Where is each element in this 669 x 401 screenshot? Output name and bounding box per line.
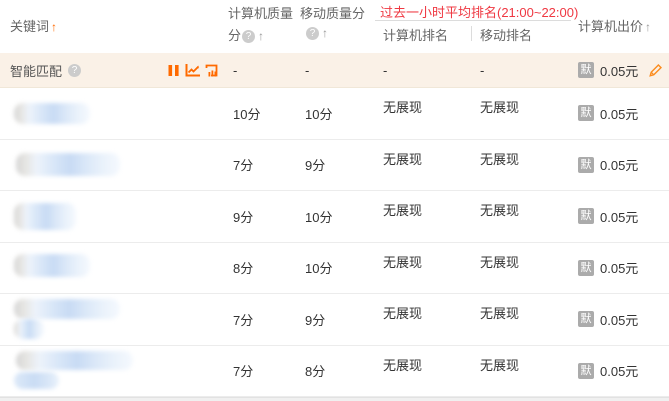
rank-group-divider bbox=[375, 20, 571, 21]
column-header-mobile-quality: 移动质量分 bbox=[300, 6, 366, 21]
column-header-keyword[interactable]: 关键词 ↑ bbox=[10, 16, 57, 35]
cell-computer-bid: 默 0.05元 bbox=[572, 294, 669, 345]
column-header-computer-quality-line1: 计算机质量 bbox=[228, 6, 294, 21]
bid-value: 0.05元 bbox=[600, 261, 639, 277]
cell-computer-quality: 9分 bbox=[233, 209, 254, 225]
default-bid-badge: 默 bbox=[578, 208, 594, 225]
cell-mobile-rank: 无展现 bbox=[480, 357, 520, 373]
table-row: 9分 10分 无展现 无展现 默 0.05元 bbox=[0, 191, 669, 243]
bid-value: 0.05元 bbox=[600, 106, 639, 122]
cell-mobile-quality: 8分 bbox=[305, 364, 326, 380]
redacted-keyword bbox=[14, 253, 90, 277]
table-row: 8分 10分 无展现 无展现 默 0.05元 bbox=[0, 243, 669, 294]
table-header: 关键词 ↑ 计算机质量 分? ↑ 移动质量分 ? ↑ 过去一小时平均排名(21:00~… bbox=[0, 0, 669, 53]
default-bid-badge: 默 bbox=[578, 156, 594, 173]
redacted-keyword bbox=[16, 350, 133, 370]
default-bid-badge: 默 bbox=[578, 259, 594, 276]
cell-computer-quality: 7分 bbox=[233, 158, 254, 174]
column-header-computer-bid[interactable]: 计算机出价 ↑ bbox=[578, 19, 652, 34]
default-bid-badge: 默 bbox=[578, 311, 594, 328]
rank-subcolumn-divider bbox=[471, 26, 472, 41]
table-row: 7分 9分 无展现 无展现 默 0.05元 bbox=[0, 294, 669, 346]
cell-computer-bid: 默 0.05元 bbox=[572, 243, 669, 294]
column-header-keyword-label: 关键词 bbox=[10, 19, 50, 34]
default-bid-badge: 默 bbox=[578, 362, 594, 379]
cell-computer-quality: 7分 bbox=[233, 312, 254, 328]
cell-computer-rank: 无展现 bbox=[383, 151, 423, 167]
cell-computer-bid: 默 0.05元 bbox=[572, 140, 669, 191]
cell-computer-quality: - bbox=[233, 62, 238, 78]
cell-computer-bid: 默 0.05元 bbox=[572, 61, 669, 80]
report-chart-icon[interactable] bbox=[205, 64, 219, 77]
cell-computer-rank: 无展现 bbox=[383, 203, 423, 218]
cell-mobile-quality: 10分 bbox=[305, 106, 333, 122]
cell-mobile-quality: - bbox=[305, 62, 310, 78]
bid-value: 0.05元 bbox=[600, 158, 639, 174]
sort-icon: ↑ bbox=[322, 26, 328, 40]
cell-mobile-rank: 无展现 bbox=[480, 254, 520, 270]
help-icon[interactable]: ? bbox=[68, 63, 82, 77]
cell-computer-rank: 无展现 bbox=[383, 100, 423, 115]
bid-value: 0.05元 bbox=[600, 63, 639, 79]
sort-icon: ↑ bbox=[258, 29, 265, 43]
redacted-keyword bbox=[14, 103, 90, 124]
redacted-keyword bbox=[14, 299, 120, 319]
cell-mobile-rank: - bbox=[480, 62, 485, 78]
table-row: 7分 9分 无展现 无展现 默 0.05元 bbox=[0, 140, 669, 191]
sort-icon: ↑ bbox=[645, 20, 652, 34]
table-row: 10分 10分 无展现 无展现 默 0.05元 bbox=[0, 88, 669, 140]
column-header-computer-quality-line2[interactable]: 分? ↑ bbox=[228, 28, 265, 43]
cell-computer-rank: 无展现 bbox=[383, 254, 423, 270]
cell-mobile-quality: 10分 bbox=[305, 209, 333, 225]
cell-mobile-quality: 9分 bbox=[305, 158, 326, 174]
cell-computer-rank: 无展现 bbox=[383, 357, 423, 373]
cell-computer-bid: 默 0.05元 bbox=[572, 346, 669, 397]
help-icon[interactable]: ? bbox=[306, 27, 319, 40]
bottom-divider bbox=[0, 397, 669, 401]
cell-mobile-rank: 无展现 bbox=[480, 306, 520, 321]
table-row: 7分 8分 无展现 无展现 默 0.05元 bbox=[0, 346, 669, 397]
help-icon[interactable]: ? bbox=[242, 30, 256, 43]
bid-value: 0.05元 bbox=[600, 209, 639, 225]
cell-computer-quality: 10分 bbox=[233, 106, 261, 122]
default-bid-badge: 默 bbox=[578, 105, 594, 122]
column-header-mobile-quality-line2[interactable]: ? ↑ bbox=[305, 25, 328, 40]
smart-match-row: 智能匹配 ? - - - - 默 0.05元 bbox=[0, 53, 669, 88]
trend-chart-icon[interactable] bbox=[185, 63, 200, 77]
sort-asc-icon: ↑ bbox=[51, 20, 58, 34]
column-header-computer-rank: 计算机排名 bbox=[383, 28, 449, 43]
cell-computer-quality: 8分 bbox=[233, 261, 254, 277]
cell-mobile-quality: 9分 bbox=[305, 312, 326, 328]
cell-computer-quality: 7分 bbox=[233, 364, 254, 380]
redacted-keyword bbox=[14, 371, 59, 389]
cell-computer-rank: - bbox=[383, 62, 388, 78]
column-group-rank-title: 过去一小时平均排名(21:00~22:00) bbox=[380, 5, 579, 20]
cell-computer-bid: 默 0.05元 bbox=[572, 88, 669, 139]
bid-value: 0.05元 bbox=[600, 312, 639, 328]
redacted-keyword bbox=[14, 203, 76, 230]
cell-mobile-quality: 10分 bbox=[305, 261, 333, 277]
edit-pencil-icon[interactable] bbox=[648, 63, 663, 78]
column-header-mobile-rank: 移动排名 bbox=[480, 28, 533, 43]
cell-mobile-rank: 无展现 bbox=[480, 100, 520, 115]
smart-match-label: 智能匹配 bbox=[10, 63, 63, 79]
cell-mobile-rank: 无展现 bbox=[480, 151, 520, 167]
cell-computer-rank: 无展现 bbox=[383, 306, 423, 321]
cell-computer-bid: 默 0.05元 bbox=[572, 191, 669, 242]
pause-icon[interactable] bbox=[167, 64, 180, 77]
redacted-keyword bbox=[14, 319, 44, 339]
bid-value: 0.05元 bbox=[600, 364, 639, 380]
default-bid-badge: 默 bbox=[578, 62, 594, 78]
cell-mobile-rank: 无展现 bbox=[480, 203, 520, 218]
redacted-keyword bbox=[16, 152, 120, 176]
